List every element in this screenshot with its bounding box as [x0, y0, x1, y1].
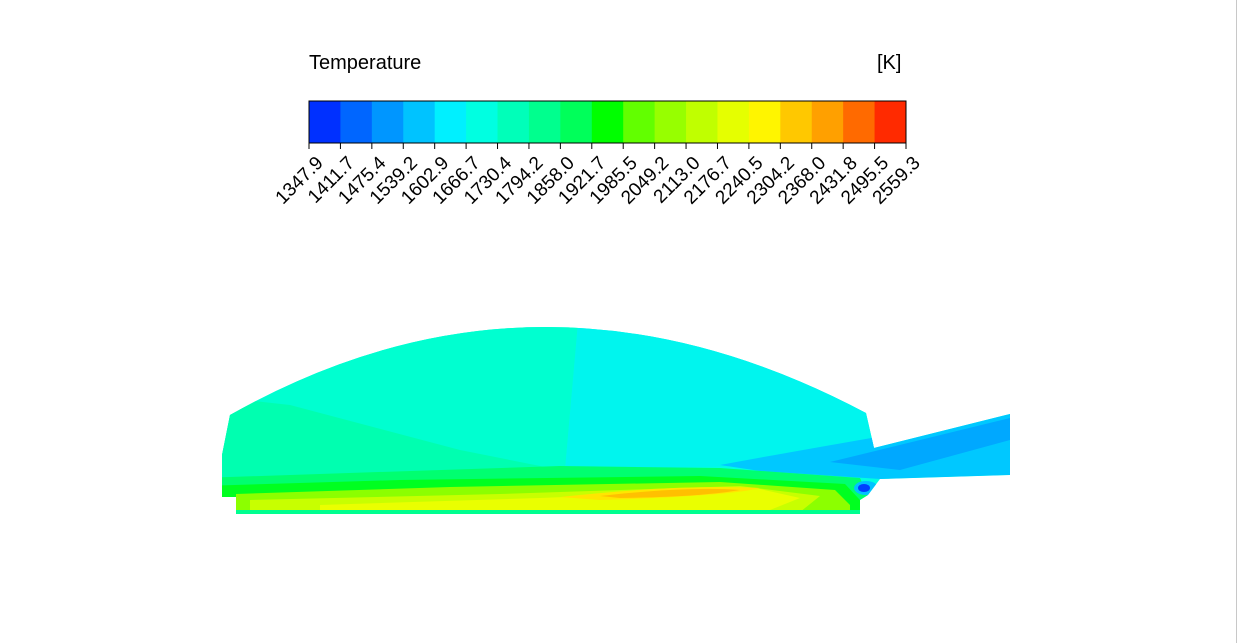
- colorbar-swatch: [371, 101, 404, 143]
- colorbar-swatch: [434, 101, 467, 143]
- colorbar-swatch: [811, 101, 844, 143]
- colorbar-frame: [308, 100, 907, 144]
- contour-field: [222, 326, 1010, 514]
- colorbar-swatch: [309, 101, 341, 143]
- colorbar-swatch: [717, 101, 750, 143]
- contour-region-hotspot: [600, 488, 740, 498]
- legend-title: Temperature: [309, 52, 422, 74]
- contour-region-cold-spot: [858, 484, 870, 492]
- window-edge: [1237, 0, 1243, 643]
- contour-region-left-wall: [222, 395, 560, 482]
- contour-region-outlet-core: [830, 418, 1010, 470]
- viewport-border: [1236, 0, 1237, 643]
- contour-region-bottom-strip: [236, 510, 860, 514]
- colorbar-swatch: [874, 101, 907, 143]
- colorbar-swatch: [497, 101, 530, 143]
- colorbar-swatch: [466, 101, 499, 143]
- colorbar-swatch: [623, 101, 656, 143]
- colorbar-swatch: [843, 101, 876, 143]
- legend-unit: [K]: [877, 52, 902, 74]
- colorbar-swatch: [748, 101, 781, 143]
- colorbar-swatch: [591, 101, 624, 143]
- colorbar-swatch: [686, 101, 718, 143]
- colorbar-swatch: [560, 101, 593, 143]
- colorbar-swatch: [528, 101, 561, 143]
- colorbar-swatch: [654, 101, 687, 143]
- colorbar-swatch: [340, 101, 373, 143]
- colorbar-swatch: [780, 101, 813, 143]
- colorbar-swatch: [403, 101, 436, 143]
- temperature-colorbar: 1347.91411.71475.41539.21602.91666.71730…: [272, 100, 925, 209]
